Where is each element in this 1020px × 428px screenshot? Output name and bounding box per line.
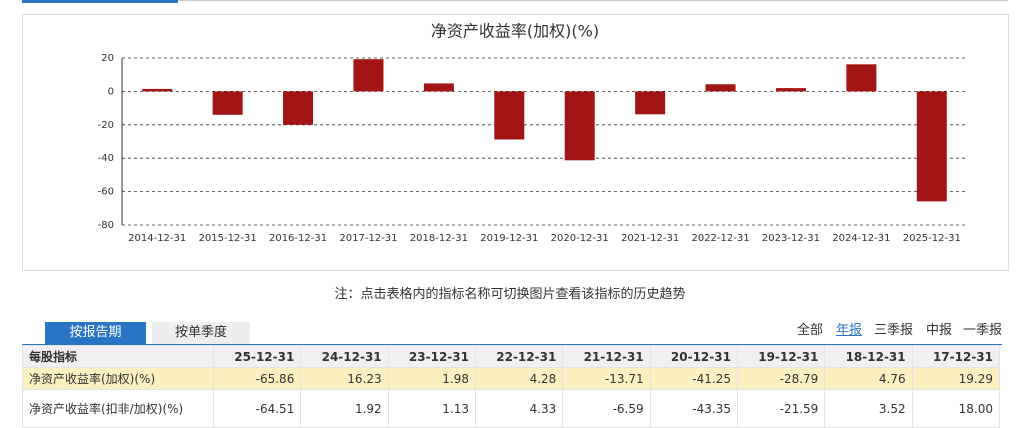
bar [423,83,454,92]
bar [775,88,806,92]
x-tick-label: 2017-12-31 [339,233,397,244]
note: 注：点击表格内的指标名称可切换图片查看该指标的历史趋势 [334,287,686,302]
x-tick-label: 2014-12-31 [128,233,186,244]
top-accent [22,0,178,3]
cell: -6.59 [562,389,651,428]
header-cell: 20-12-31 [649,345,738,368]
header-cell: 22-12-31 [474,345,564,368]
filter-link[interactable]: 年报 [836,323,863,338]
cell: 4.76 [824,367,913,390]
y-tick-label: -60 [98,187,114,198]
cell: 16.23 [300,367,389,390]
top-rule [178,0,1008,1]
chart-title: 净资产收益率(加权)(%) [431,22,599,41]
bar [494,91,525,140]
header-row: 每股指标 25-12-31 24-12-31 23-12-31 22-12-31 21-1… [22,345,1001,368]
header-cell: 每股指标 [22,345,214,368]
y-tick-label: -80 [98,220,114,231]
x-tick-label: 2025-12-31 [903,233,961,244]
cell: 1.98 [387,367,476,390]
y-tick-label: -40 [98,153,114,164]
bar [916,91,947,202]
cell: 4.33 [474,389,564,428]
filter-link[interactable]: 三季报 [874,323,914,338]
x-tick-label: 2018-12-31 [410,233,468,244]
x-tick-label: 2021-12-31 [621,233,679,244]
bar [142,88,173,92]
cell: 4.28 [474,367,564,390]
cell: -28.79 [736,367,826,390]
metric-name[interactable]: 净资产收益率(扣非/加权)(%) [22,389,214,428]
header-cell: 23-12-31 [387,345,476,368]
tab[interactable]: 按报告期 [45,322,146,344]
y-tick-label: -20 [98,120,114,131]
tab[interactable]: 按单季度 [152,322,250,344]
cell: -21.59 [736,389,826,428]
data-table: 每股指标 25-12-31 24-12-31 23-12-31 22-12-31 21-1… [22,345,1001,428]
filter-link[interactable]: 一季报 [963,323,1003,338]
cell: -65.86 [212,367,302,390]
header-cell: 19-12-31 [736,345,826,368]
filter-link[interactable]: 全部 [797,323,824,338]
data-row: 净资产收益率(加权)(%) -65.86 16.23 1.98 4.28 -13.71 -4… [22,367,1001,390]
x-tick-label: 2015-12-31 [199,233,257,244]
cell: 1.92 [300,389,389,428]
y-tick-label: 20 [101,53,114,64]
cell: 1.13 [387,389,476,428]
bar [212,91,243,115]
bar [353,59,384,92]
header-cell: 25-12-31 [212,345,302,368]
cell: 19.29 [911,367,1001,390]
metric-name[interactable]: 净资产收益率(加权)(%) [22,367,214,390]
y-tick-label: 0 [108,86,114,97]
x-tick-label: 2022-12-31 [691,233,749,244]
chart: 净资产收益率(加权)(%) 20 0 -20 -40 -60 -80 2014-12-31 2… [22,14,1009,271]
header-cell: 18-12-31 [824,345,913,368]
bar [846,64,877,92]
x-tick-label: 2023-12-31 [762,233,820,244]
cell: 18.00 [911,389,1001,428]
header-cell: 24-12-31 [300,345,389,368]
cell: 3.52 [824,389,913,428]
data-row: 净资产收益率(扣非/加权)(%) -64.51 1.92 1.13 4.33 -6.59-… [22,389,1001,428]
bar [564,91,595,161]
header-cell: 21-12-31 [562,345,651,368]
filter-link[interactable]: 中报 [926,323,953,338]
x-tick-label: 2024-12-31 [832,233,890,244]
cell: -13.71 [562,367,651,390]
x-tick-label: 2016-12-31 [269,233,327,244]
chart-frame [22,14,1009,271]
x-tick-label: 2019-12-31 [480,233,538,244]
x-tick-label: 2020-12-31 [551,233,609,244]
cell: -64.51 [212,389,302,428]
bar [283,91,314,125]
bar [635,91,666,115]
cell: -43.35 [649,389,738,428]
cell: -41.25 [649,367,738,390]
tab-rule [22,344,1002,345]
header-cell: 17-12-31 [911,345,1001,368]
bar [705,84,736,92]
